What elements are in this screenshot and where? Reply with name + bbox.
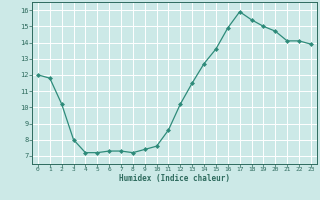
X-axis label: Humidex (Indice chaleur): Humidex (Indice chaleur) bbox=[119, 174, 230, 183]
